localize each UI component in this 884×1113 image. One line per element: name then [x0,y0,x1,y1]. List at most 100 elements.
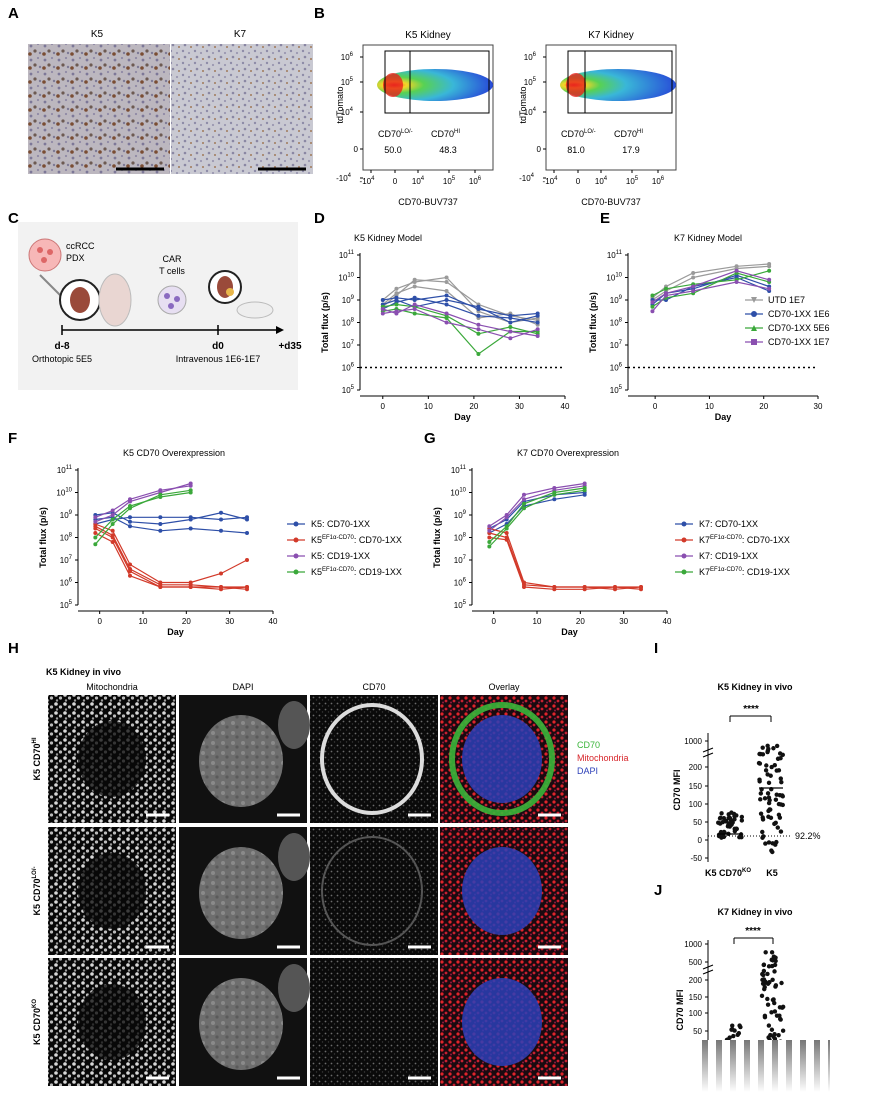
flow-plot-title: K7 Kidney [588,30,634,41]
gate-lo-value: 50.0 [384,145,402,155]
chart-title: K5 CD70 Overexpression [123,448,225,458]
x-tick-label: 20 [182,617,191,626]
legend-marker [751,339,757,345]
overlay-nucleus [462,847,542,935]
timeline-d35: +d35 [278,341,302,352]
data-point [756,760,762,766]
data-point [487,540,492,544]
data-point [188,490,193,495]
data-point [691,271,696,275]
data-point [128,573,132,578]
cd70-image [310,958,438,1086]
data-point [504,515,509,520]
dapi-nucleus [199,847,283,939]
data-point [522,497,526,502]
flow-y-axis-label: tdTomato [335,86,345,123]
axis-break [702,964,714,970]
overlay-legend-label: Mitochondria [577,753,629,763]
data-point [777,1005,783,1010]
data-point [582,492,587,497]
data-point [219,528,223,533]
data-point [779,779,784,785]
data-point [504,535,509,540]
data-point [691,289,696,293]
data-point [188,483,193,488]
chart-title: K5 Kidney Model [354,233,422,243]
data-point [766,808,771,814]
data-point [772,962,778,968]
data-point [716,820,721,825]
flow-x-tick-label: 105 [626,176,639,186]
chart-title: K7 Kidney in vivo [717,907,793,917]
data-point [219,510,223,515]
data-point [774,768,779,773]
data-point [770,997,776,1003]
gate-lo-value: 81.0 [567,145,585,155]
x-tick-label: 10 [533,617,542,626]
flow-x-tick-label: 0 [576,177,581,186]
x-tick-label: 40 [663,617,672,626]
mouse-icon-2 [236,301,274,319]
y-tick-label: 1010 [606,273,622,283]
x-tick-label: 0 [97,617,102,626]
x-tick-label: 0 [653,402,658,411]
data-point [394,298,399,302]
data-point [773,955,778,960]
data-point [759,993,765,999]
data-point [767,277,772,282]
data-point [158,495,163,499]
data-point [760,752,766,757]
data-point [777,751,783,756]
data-point [769,848,774,853]
data-point [761,962,766,968]
data-point [716,833,722,839]
data-point [765,791,771,796]
timeline-intravenous: Intravenous 1E6-1E7 [176,354,261,364]
data-point [444,275,449,280]
y-tick-label: 500 [689,958,703,967]
flow-x-tick-label: 104 [412,176,425,186]
data-point [734,280,739,284]
data-point [780,1004,786,1010]
data-point [412,284,417,289]
data-point [765,1002,771,1007]
data-point [737,1023,742,1028]
data-point [766,840,772,845]
panel-a-label-k7: K7 [234,29,247,40]
pdx-label-2: PDX [66,253,85,263]
flow-x-tick-label: -104 [360,176,376,186]
threshold-percent: 92.2% [795,831,821,841]
cd70-image [310,695,438,823]
flow-density-cloud [377,69,493,101]
flow-y-tick-label: -104 [519,173,535,183]
x-tick-label: 20 [759,402,768,411]
panel-h-title: K5 Kidney in vivo [46,667,122,677]
data-point [730,820,735,825]
y-tick-label: 109 [454,510,467,520]
axis-break [702,969,714,975]
y-tick-label: 107 [610,340,623,350]
data-point [727,815,732,821]
overlay-cd70-signal [449,702,555,816]
data-point [774,1013,780,1018]
data-point [758,791,764,796]
series-line [95,527,247,588]
chart-f: K5 CD70 Overexpression105106107108109101… [38,448,278,637]
y-tick-label: 1010 [450,488,466,498]
data-point [128,515,132,520]
data-point [128,504,132,508]
flow-y-tick-label: 105 [341,77,354,87]
flow-density-peak [566,73,586,97]
legend-label: K7: CD19-1XX [699,551,758,561]
legend-marker [751,325,757,331]
microscopy-column-label: Overlay [488,682,520,692]
panel-i: K5 Kidney in vivo CD70 MFI 1000 200 150 100 50… [672,682,821,878]
data-point [761,834,766,839]
data-point [522,501,526,506]
y-tick-label: 150 [689,782,703,791]
legend-label: CD70-1XX 5E6 [768,323,830,333]
mitochondria-nucleus-void [78,721,146,797]
legend-label: K7EF1α-CD70: CD70-1XX [699,535,790,545]
x-tick-label: 10 [705,402,714,411]
y-tick-label: 0 [698,836,703,845]
